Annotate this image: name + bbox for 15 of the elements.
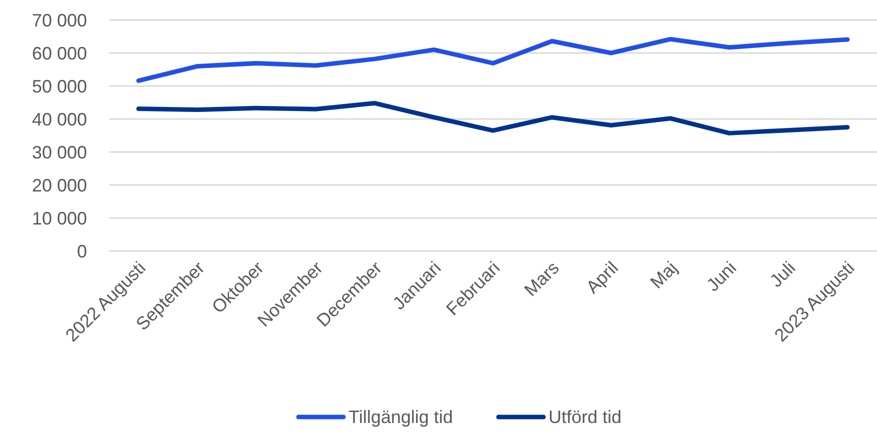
y-tick-label: 20 000 (32, 175, 87, 196)
y-tick-label: 40 000 (32, 109, 87, 130)
y-tick-label: 70 000 (32, 10, 87, 30)
y-tick-label: 60 000 (32, 43, 87, 64)
line-series (136, 36, 850, 83)
x-tick-label: Juli (766, 258, 800, 291)
y-tick-label: 30 000 (32, 142, 87, 162)
y-tick-label: 0 (76, 241, 87, 262)
x-tick-label: Juni (702, 258, 740, 296)
y-tick-label: 10 000 (32, 208, 87, 228)
y-tick-label: 50 000 (32, 76, 87, 96)
legend-label: Utförd tid (548, 407, 622, 427)
legend-label: Tillgänglig tid (348, 407, 453, 427)
x-tick-label: Maj (646, 258, 682, 292)
line-series (136, 100, 850, 136)
